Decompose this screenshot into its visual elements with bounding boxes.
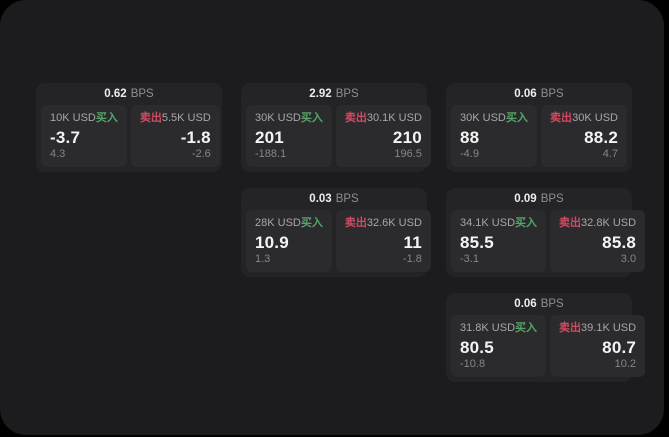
buy-label: 买入 bbox=[515, 322, 538, 334]
sell-panel[interactable]: 卖出 30K USD 88.2 4.7 bbox=[541, 105, 627, 167]
buy-panel[interactable]: 34.1K USD 买入 85.5 -3.1 bbox=[451, 210, 547, 272]
sell-amount: 5.5K USD bbox=[161, 112, 211, 124]
buy-price: 88 bbox=[460, 128, 480, 147]
sell-amount: 30.1K USD bbox=[366, 112, 422, 124]
spread-unit: BPS bbox=[335, 88, 359, 100]
spread-header: 0.06 BPS bbox=[451, 87, 627, 102]
buy-delta: 4.3 bbox=[50, 148, 66, 160]
sell-label: 卖出 bbox=[559, 217, 582, 229]
buy-amount: 31.8K USD bbox=[460, 322, 516, 334]
quote-card: 2.92 BPS 30K USD 买入 201 -188.1 卖出 30.1K … bbox=[241, 83, 431, 172]
sell-panel[interactable]: 卖出 32.6K USD 11 -1.8 bbox=[335, 210, 431, 272]
buy-delta: -4.9 bbox=[460, 148, 479, 160]
quote-card: 0.03 BPS 28K USD 买入 10.9 1.3 卖出 32.6K US… bbox=[241, 188, 431, 277]
quote-board: 0.62 BPS 10K USD 买入 -3.7 4.3 卖出 5.5K USD bbox=[36, 83, 646, 382]
spread-unit: BPS bbox=[130, 88, 154, 100]
spread-header: 2.92 BPS bbox=[246, 87, 422, 102]
buy-label: 买入 bbox=[300, 112, 323, 124]
spread-unit: BPS bbox=[540, 193, 564, 205]
sell-label: 卖出 bbox=[139, 112, 162, 124]
sell-panel[interactable]: 卖出 5.5K USD -1.8 -2.6 bbox=[130, 105, 220, 167]
sell-price: 85.8 bbox=[602, 233, 637, 252]
spread-header: 0.62 BPS bbox=[41, 87, 217, 102]
sell-price: 88.2 bbox=[584, 128, 618, 147]
buy-delta: -188.1 bbox=[255, 148, 287, 160]
buy-price: -3.7 bbox=[50, 128, 81, 147]
sell-price: 210 bbox=[392, 128, 422, 147]
quote-card: 0.06 BPS 31.8K USD 买入 80.5 -10.8 卖出 39.1… bbox=[446, 293, 646, 382]
buy-amount: 30K USD bbox=[460, 112, 506, 124]
buy-panel[interactable]: 30K USD 买入 201 -188.1 bbox=[246, 105, 332, 167]
buy-delta: -10.8 bbox=[460, 358, 486, 370]
spread-header: 0.06 BPS bbox=[451, 297, 627, 312]
sell-amount: 30K USD bbox=[572, 112, 618, 124]
sell-amount: 32.8K USD bbox=[581, 217, 637, 229]
sell-amount: 39.1K USD bbox=[581, 322, 637, 334]
spread-value: 2.92 bbox=[309, 88, 332, 100]
quote-card: 0.06 BPS 30K USD 买入 88 -4.9 卖出 30K USD bbox=[446, 83, 632, 172]
spread-value: 0.03 bbox=[309, 193, 332, 205]
buy-delta: -3.1 bbox=[460, 253, 479, 265]
buy-amount: 28K USD bbox=[255, 217, 301, 229]
sell-label: 卖出 bbox=[344, 112, 367, 124]
sell-delta: 10.2 bbox=[614, 358, 637, 370]
sell-panel[interactable]: 卖出 39.1K USD 80.7 10.2 bbox=[550, 315, 646, 377]
buy-label: 买入 bbox=[515, 217, 538, 229]
buy-label: 买入 bbox=[95, 112, 118, 124]
sell-delta: 196.5 bbox=[394, 148, 422, 160]
sell-label: 卖出 bbox=[344, 217, 367, 229]
buy-amount: 30K USD bbox=[255, 112, 301, 124]
spread-value: 0.62 bbox=[104, 88, 127, 100]
spread-value: 0.06 bbox=[514, 298, 537, 310]
spread-value: 0.06 bbox=[514, 88, 537, 100]
sell-label: 卖出 bbox=[550, 112, 572, 124]
buy-delta: 1.3 bbox=[255, 253, 271, 265]
sell-delta: 3.0 bbox=[620, 253, 637, 265]
spread-unit: BPS bbox=[540, 298, 564, 310]
buy-label: 买入 bbox=[300, 217, 323, 229]
sell-panel[interactable]: 卖出 32.8K USD 85.8 3.0 bbox=[550, 210, 646, 272]
sell-delta: 4.7 bbox=[602, 148, 618, 160]
buy-price: 80.5 bbox=[460, 338, 494, 357]
sell-price: 11 bbox=[403, 233, 422, 252]
spread-unit: BPS bbox=[540, 88, 564, 100]
buy-amount: 10K USD bbox=[50, 112, 96, 124]
quote-card: 0.09 BPS 34.1K USD 买入 85.5 -3.1 卖出 32.8K… bbox=[446, 188, 646, 277]
spread-value: 0.09 bbox=[514, 193, 537, 205]
sell-price: -1.8 bbox=[180, 128, 211, 147]
sell-panel[interactable]: 卖出 30.1K USD 210 196.5 bbox=[335, 105, 431, 167]
buy-panel[interactable]: 10K USD 买入 -3.7 4.3 bbox=[41, 105, 127, 167]
sell-amount: 32.6K USD bbox=[366, 217, 422, 229]
buy-price: 10.9 bbox=[255, 233, 289, 252]
quote-card: 0.62 BPS 10K USD 买入 -3.7 4.3 卖出 5.5K USD bbox=[36, 83, 222, 172]
buy-panel[interactable]: 30K USD 买入 88 -4.9 bbox=[451, 105, 537, 167]
spread-unit: BPS bbox=[335, 193, 359, 205]
sell-label: 卖出 bbox=[559, 322, 582, 334]
sell-delta: -1.8 bbox=[402, 253, 422, 265]
buy-label: 买入 bbox=[506, 112, 528, 124]
buy-panel[interactable]: 31.8K USD 买入 80.5 -10.8 bbox=[451, 315, 547, 377]
buy-amount: 34.1K USD bbox=[460, 217, 516, 229]
buy-price: 201 bbox=[255, 128, 284, 147]
spread-header: 0.03 BPS bbox=[246, 192, 422, 207]
spread-header: 0.09 BPS bbox=[451, 192, 627, 207]
buy-panel[interactable]: 28K USD 买入 10.9 1.3 bbox=[246, 210, 332, 272]
sell-delta: -2.6 bbox=[191, 148, 211, 160]
buy-price: 85.5 bbox=[460, 233, 494, 252]
sell-price: 80.7 bbox=[602, 338, 637, 357]
